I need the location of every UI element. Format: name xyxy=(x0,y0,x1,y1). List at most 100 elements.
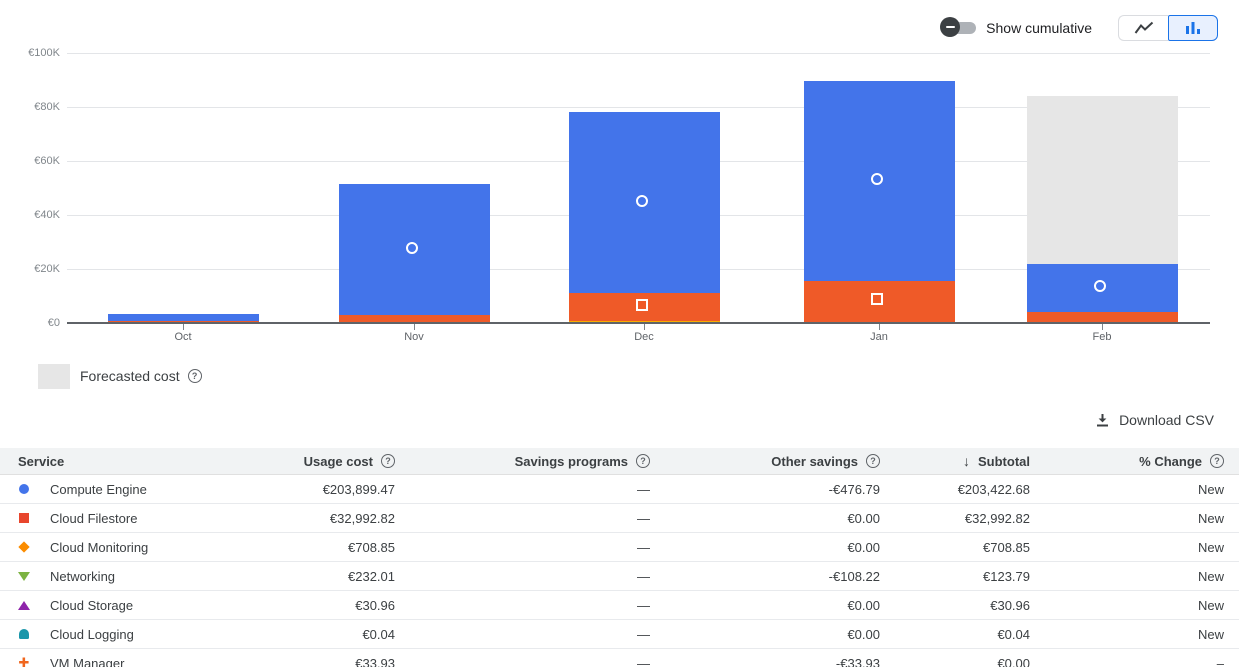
other-savings-cell: -€476.79 xyxy=(828,481,880,497)
savings-programs-cell: — xyxy=(637,481,650,497)
x-axis-tick xyxy=(879,323,880,330)
download-icon xyxy=(1097,413,1109,426)
bar-chart-icon xyxy=(1186,22,1200,34)
toggle-switch-icon[interactable] xyxy=(940,17,977,37)
service-name: Networking xyxy=(50,568,116,584)
usage-cost-cell: €33.93 xyxy=(355,655,395,667)
cost-bar-chart: €0 €20K €40K €60K €80K €100K Oct Nov Dec Jan Feb xyxy=(28,47,1210,343)
other-savings-cell: €0.00 xyxy=(847,539,880,555)
percent-change-cell: New xyxy=(1197,568,1224,584)
col-header-usage-cost[interactable]: Usage cost? xyxy=(250,454,395,469)
savings-programs-cell: — xyxy=(637,539,650,555)
service-name: Compute Engine xyxy=(50,481,147,497)
other-savings-cell: -€108.22 xyxy=(828,568,880,584)
bar-segment-cloud-filestore-nov[interactable] xyxy=(338,315,490,323)
col-header-other-savings[interactable]: Other savings? xyxy=(650,454,880,469)
percent-change-cell: New xyxy=(1197,481,1224,497)
subtotal-cell: €708.85 xyxy=(983,539,1030,555)
table-row-cloud-storage: Cloud Storage €30.96 — €0.00 €30.96 New xyxy=(0,591,1239,620)
series-circle-marker xyxy=(406,241,418,254)
col-header-service-label: Service xyxy=(18,453,65,469)
series-marker-diamond-icon xyxy=(18,541,30,553)
other-savings-cell: €0.00 xyxy=(847,626,880,642)
savings-programs-cell: — xyxy=(637,626,650,642)
table-row-cloud-logging: Cloud Logging €0.04 — €0.00 €0.04 New xyxy=(0,620,1239,649)
percent-change-cell: New xyxy=(1197,626,1224,642)
other-savings-cell: -€33.93 xyxy=(835,655,880,667)
x-axis-tick xyxy=(1102,323,1103,330)
service-name: Cloud Storage xyxy=(50,597,134,613)
series-circle-marker xyxy=(1094,280,1106,292)
subtotal-cell: €123.79 xyxy=(983,568,1030,584)
series-marker-dome-icon xyxy=(19,629,29,639)
service-name: Cloud Monitoring xyxy=(50,539,149,555)
bar-segment-cloud-filestore-dec[interactable] xyxy=(568,293,720,322)
usage-cost-cell: €30.96 xyxy=(355,597,395,613)
line-chart-button[interactable] xyxy=(1118,15,1168,41)
savings-programs-cell: — xyxy=(637,655,650,667)
bar-segment-cloud-filestore-feb[interactable] xyxy=(1026,311,1178,323)
col-header-percent-change[interactable]: % Change? xyxy=(1030,454,1239,469)
x-axis-month-label: Jan xyxy=(870,330,888,343)
series-square-marker xyxy=(636,299,648,312)
col-header-savings-label: Savings programs xyxy=(514,453,628,469)
percent-change-cell: New xyxy=(1197,539,1224,555)
x-axis-baseline xyxy=(67,321,1210,324)
col-header-service[interactable]: Service xyxy=(0,454,250,469)
download-csv-label: Download CSV xyxy=(1119,412,1214,428)
help-icon[interactable]: ? xyxy=(187,369,202,383)
col-header-change-label: % Change xyxy=(1139,453,1202,469)
help-icon[interactable]: ? xyxy=(636,454,650,468)
show-cumulative-label: Show cumulative xyxy=(986,20,1092,36)
x-axis-month-label: Feb xyxy=(1092,330,1112,343)
col-header-subtotal[interactable]: ↓ Subtotal xyxy=(880,453,1030,469)
subtotal-cell: €0.00 xyxy=(997,655,1030,667)
usage-cost-cell: €32,992.82 xyxy=(329,510,395,526)
usage-cost-cell: €203,899.47 xyxy=(322,481,395,497)
x-axis-month-label: Dec xyxy=(634,330,654,343)
other-savings-cell: €0.00 xyxy=(847,510,880,526)
y-gridline xyxy=(67,53,1210,54)
subtotal-cell: €203,422.68 xyxy=(957,481,1030,497)
x-axis-tick xyxy=(414,323,415,330)
savings-programs-cell: — xyxy=(637,568,650,584)
chart-legend: Forecasted cost ? xyxy=(38,363,1239,389)
savings-programs-cell: — xyxy=(637,597,650,613)
help-icon[interactable]: ? xyxy=(381,454,395,468)
chart-controls: Show cumulative xyxy=(940,15,1218,41)
chart-type-button-group xyxy=(1118,15,1218,41)
help-icon[interactable]: ? xyxy=(866,454,880,468)
forecast-legend-label: Forecasted cost xyxy=(80,368,180,384)
y-axis-tick-label: €80K xyxy=(34,100,60,113)
bar-chart-button[interactable] xyxy=(1168,15,1218,41)
download-csv-button[interactable]: Download CSV xyxy=(1095,407,1214,433)
table-row-networking: Networking €232.01 — -€108.22 €123.79 Ne… xyxy=(0,562,1239,591)
series-circle-marker xyxy=(871,173,883,186)
other-savings-cell: €0.00 xyxy=(847,597,880,613)
series-marker-triangle-up-icon xyxy=(18,600,30,610)
line-chart-icon xyxy=(1134,21,1153,34)
savings-programs-cell: — xyxy=(637,510,650,526)
sort-descending-icon[interactable]: ↓ xyxy=(963,453,970,469)
percent-change-cell: New xyxy=(1197,597,1224,613)
percent-change-cell: New xyxy=(1197,510,1224,526)
table-row-cloud-monitoring: Cloud Monitoring €708.85 — €0.00 €708.85… xyxy=(0,533,1239,562)
forecast-bar-segment-feb[interactable] xyxy=(1026,96,1178,265)
y-axis-tick-label: €60K xyxy=(34,154,60,167)
toggle-knob-minus-icon[interactable] xyxy=(940,17,961,37)
usage-cost-cell: €0.04 xyxy=(362,626,395,642)
service-name: Cloud Logging xyxy=(50,626,134,642)
x-axis-tick xyxy=(183,323,184,330)
bar-segment-compute-engine-oct[interactable] xyxy=(107,313,259,322)
subtotal-cell: €32,992.82 xyxy=(964,510,1030,526)
x-axis-tick xyxy=(644,323,645,330)
bar-segment-cloud-filestore-jan[interactable] xyxy=(803,280,955,323)
help-icon[interactable]: ? xyxy=(1210,454,1224,468)
show-cumulative-toggle[interactable]: Show cumulative xyxy=(940,17,1092,37)
subtotal-cell: €30.96 xyxy=(990,597,1030,613)
y-gridline xyxy=(67,106,1210,108)
col-header-savings-programs[interactable]: Savings programs? xyxy=(395,454,650,469)
table-row-cloud-filestore: Cloud Filestore €32,992.82 — €0.00 €32,9… xyxy=(0,504,1239,533)
table-row-vm-manager: ✚ VM Manager €33.93 — -€33.93 €0.00 – xyxy=(0,649,1239,667)
